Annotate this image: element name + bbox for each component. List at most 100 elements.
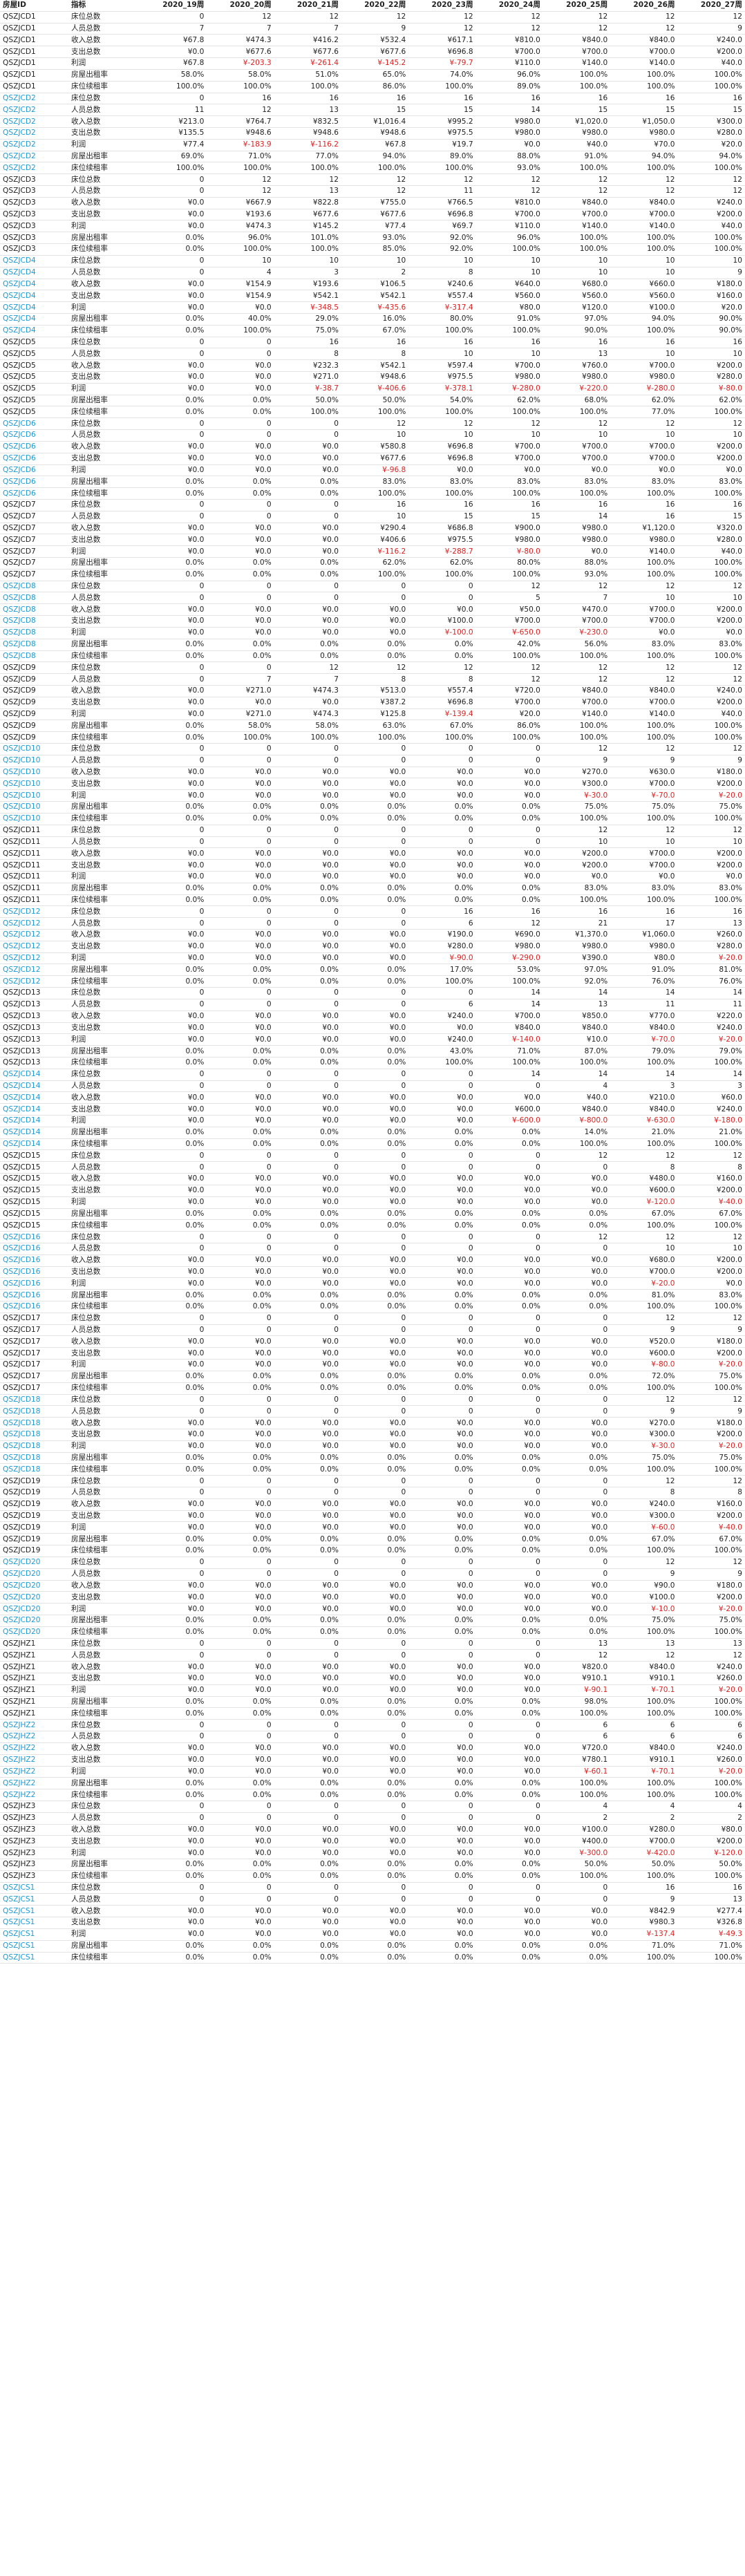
room-id-cell[interactable]: QSZJCD2 bbox=[0, 127, 69, 140]
room-id-cell[interactable]: QSZJCD16 bbox=[0, 1254, 69, 1267]
room-id-cell[interactable]: QSZJHZ2 bbox=[0, 1731, 69, 1743]
room-id-cell[interactable]: QSZJCD9 bbox=[0, 673, 69, 686]
room-id-cell[interactable]: QSZJCD4 bbox=[0, 325, 69, 337]
room-id-cell[interactable]: QSZJCD1 bbox=[0, 57, 69, 70]
room-id-cell[interactable]: QSZJCD17 bbox=[0, 1347, 69, 1360]
room-id-cell[interactable]: QSZJCD18 bbox=[0, 1405, 69, 1418]
room-id-cell[interactable]: QSZJCD11 bbox=[0, 883, 69, 895]
room-id-cell[interactable]: QSZJCD13 bbox=[0, 1057, 69, 1069]
header-week[interactable]: 2020_22周 bbox=[341, 0, 409, 12]
room-id-cell[interactable]: QSZJCD10 bbox=[0, 743, 69, 755]
room-id-cell[interactable]: QSZJCD10 bbox=[0, 755, 69, 767]
room-id-cell[interactable]: QSZJCD20 bbox=[0, 1603, 69, 1615]
room-id-cell[interactable]: QSZJCD16 bbox=[0, 1243, 69, 1255]
room-id-cell[interactable]: QSZJCD5 bbox=[0, 383, 69, 395]
room-id-cell[interactable]: QSZJCD10 bbox=[0, 801, 69, 814]
room-id-cell[interactable]: QSZJCD11 bbox=[0, 894, 69, 907]
room-id-cell[interactable]: QSZJCD2 bbox=[0, 115, 69, 128]
room-id-cell[interactable]: QSZJCD8 bbox=[0, 603, 69, 617]
room-id-cell[interactable]: QSZJCD12 bbox=[0, 917, 69, 930]
room-id-cell[interactable]: QSZJCD5 bbox=[0, 359, 69, 372]
header-week[interactable]: 2020_26周 bbox=[610, 0, 678, 12]
room-id-cell[interactable]: QSZJCD8 bbox=[0, 581, 69, 593]
room-id-cell[interactable]: QSZJCD9 bbox=[0, 661, 69, 675]
header-week[interactable]: 2020_25周 bbox=[543, 0, 611, 12]
header-week[interactable]: 2020_24周 bbox=[475, 0, 543, 12]
room-id-cell[interactable]: QSZJCD9 bbox=[0, 731, 69, 744]
room-id-cell[interactable]: QSZJCD16 bbox=[0, 1231, 69, 1243]
room-id-cell[interactable]: QSZJCD20 bbox=[0, 1580, 69, 1592]
room-id-cell[interactable]: QSZJCD8 bbox=[0, 615, 69, 628]
room-id-cell[interactable]: QSZJCD9 bbox=[0, 720, 69, 733]
room-id-cell[interactable]: QSZJCD7 bbox=[0, 511, 69, 523]
room-id-cell[interactable]: QSZJHZ3 bbox=[0, 1847, 69, 1859]
room-id-cell[interactable]: QSZJCD4 bbox=[0, 301, 69, 314]
room-id-cell[interactable]: QSZJCD1 bbox=[0, 23, 69, 35]
room-id-cell[interactable]: QSZJCD14 bbox=[0, 1138, 69, 1151]
room-id-cell[interactable]: QSZJCD10 bbox=[0, 813, 69, 825]
room-id-cell[interactable]: QSZJCD13 bbox=[0, 1033, 69, 1046]
room-id-cell[interactable]: QSZJCD4 bbox=[0, 279, 69, 291]
room-id-cell[interactable]: QSZJCD6 bbox=[0, 453, 69, 465]
room-id-cell[interactable]: QSZJCS1 bbox=[0, 1917, 69, 1929]
room-id-cell[interactable]: QSZJCD12 bbox=[0, 929, 69, 941]
room-id-cell[interactable]: QSZJCD19 bbox=[0, 1498, 69, 1511]
room-id-cell[interactable]: QSZJCD3 bbox=[0, 209, 69, 221]
room-id-cell[interactable]: QSZJCD2 bbox=[0, 93, 69, 105]
room-id-cell[interactable]: QSZJCS1 bbox=[0, 1905, 69, 1918]
room-id-cell[interactable]: QSZJHZ3 bbox=[0, 1801, 69, 1813]
room-id-cell[interactable]: QSZJCD10 bbox=[0, 778, 69, 791]
room-id-cell[interactable]: QSZJCD16 bbox=[0, 1266, 69, 1279]
room-id-cell[interactable]: QSZJCD7 bbox=[0, 523, 69, 535]
room-id-cell[interactable]: QSZJCD4 bbox=[0, 255, 69, 267]
room-id-cell[interactable]: QSZJCD9 bbox=[0, 708, 69, 721]
room-id-cell[interactable]: QSZJCD3 bbox=[0, 173, 69, 186]
room-id-cell[interactable]: QSZJCD12 bbox=[0, 905, 69, 919]
room-id-cell[interactable]: QSZJHZ3 bbox=[0, 1870, 69, 1883]
room-id-cell[interactable]: QSZJCD6 bbox=[0, 487, 69, 500]
room-id-cell[interactable]: QSZJCD13 bbox=[0, 1010, 69, 1023]
room-id-cell[interactable]: QSZJCD12 bbox=[0, 963, 69, 977]
room-id-cell[interactable]: QSZJCD10 bbox=[0, 789, 69, 802]
room-id-cell[interactable]: QSZJCD11 bbox=[0, 836, 69, 849]
room-id-cell[interactable]: QSZJCD7 bbox=[0, 534, 69, 547]
room-id-cell[interactable]: QSZJCD19 bbox=[0, 1475, 69, 1487]
room-id-cell[interactable]: QSZJCD14 bbox=[0, 1127, 69, 1139]
room-id-cell[interactable]: QSZJHZ3 bbox=[0, 1859, 69, 1871]
room-id-cell[interactable]: QSZJHZ1 bbox=[0, 1649, 69, 1662]
room-id-cell[interactable]: QSZJCD18 bbox=[0, 1452, 69, 1465]
room-id-cell[interactable]: QSZJCD6 bbox=[0, 417, 69, 431]
room-id-cell[interactable]: QSZJCD6 bbox=[0, 441, 69, 453]
room-id-cell[interactable]: QSZJCD15 bbox=[0, 1208, 69, 1221]
room-id-cell[interactable]: QSZJCD6 bbox=[0, 429, 69, 442]
room-id-cell[interactable]: QSZJCD15 bbox=[0, 1173, 69, 1185]
room-id-cell[interactable]: QSZJCD20 bbox=[0, 1568, 69, 1581]
room-id-cell[interactable]: QSZJCD17 bbox=[0, 1324, 69, 1337]
room-id-cell[interactable]: QSZJCD12 bbox=[0, 952, 69, 965]
header-week[interactable]: 2020_23周 bbox=[408, 0, 476, 12]
room-id-cell[interactable]: QSZJCD19 bbox=[0, 1521, 69, 1534]
room-id-cell[interactable]: QSZJCD20 bbox=[0, 1626, 69, 1639]
room-id-cell[interactable]: QSZJCD16 bbox=[0, 1277, 69, 1290]
room-id-cell[interactable]: QSZJHZ2 bbox=[0, 1719, 69, 1732]
room-id-cell[interactable]: QSZJCD4 bbox=[0, 290, 69, 303]
room-id-cell[interactable]: QSZJCD7 bbox=[0, 569, 69, 581]
room-id-cell[interactable]: QSZJCS1 bbox=[0, 1940, 69, 1953]
room-id-cell[interactable]: QSZJCD1 bbox=[0, 69, 69, 82]
room-id-cell[interactable]: QSZJHZ3 bbox=[0, 1812, 69, 1825]
room-id-cell[interactable]: QSZJHZ1 bbox=[0, 1661, 69, 1673]
room-id-cell[interactable]: QSZJCD5 bbox=[0, 337, 69, 349]
room-id-cell[interactable]: QSZJCD1 bbox=[0, 81, 69, 93]
room-id-cell[interactable]: QSZJCD15 bbox=[0, 1219, 69, 1232]
room-id-cell[interactable]: QSZJCD19 bbox=[0, 1533, 69, 1546]
room-id-cell[interactable]: QSZJCD17 bbox=[0, 1313, 69, 1325]
room-id-cell[interactable]: QSZJCD8 bbox=[0, 650, 69, 663]
room-id-cell[interactable]: QSZJHZ2 bbox=[0, 1789, 69, 1801]
room-id-cell[interactable]: QSZJCD5 bbox=[0, 395, 69, 407]
room-id-cell[interactable]: QSZJHZ1 bbox=[0, 1673, 69, 1685]
room-id-cell[interactable]: QSZJCD18 bbox=[0, 1463, 69, 1476]
room-id-cell[interactable]: QSZJHZ1 bbox=[0, 1696, 69, 1709]
room-id-cell[interactable]: QSZJCD14 bbox=[0, 1080, 69, 1093]
room-id-cell[interactable]: QSZJCD8 bbox=[0, 592, 69, 605]
room-id-cell[interactable]: QSZJCD6 bbox=[0, 464, 69, 477]
